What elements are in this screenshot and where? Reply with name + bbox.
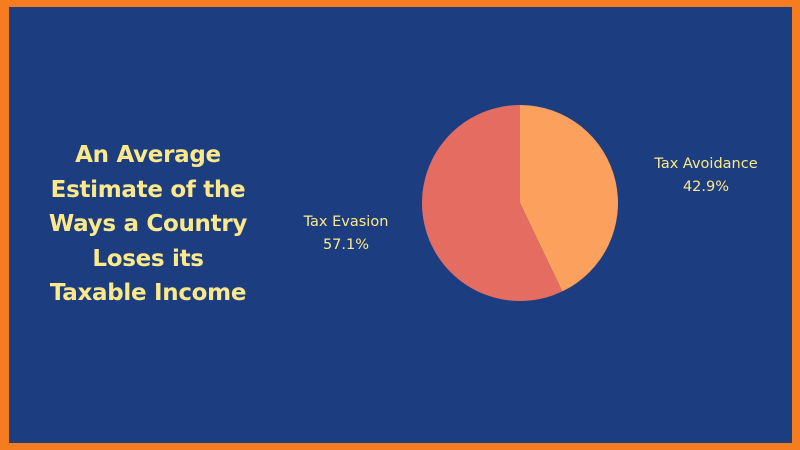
slice-value-tax-evasion: 57.1% — [323, 237, 369, 253]
chart-title: An Average Estimate of the Ways a Countr… — [40, 138, 256, 311]
slice-label-tax-evasion: Tax Evasion — [303, 214, 389, 230]
chart-title-line: Estimate of the — [50, 176, 246, 203]
pie-slice-tax-avoidance — [520, 105, 618, 292]
slice-value-tax-avoidance: 42.9% — [683, 179, 729, 195]
chart-title-line: Taxable Income — [49, 280, 247, 306]
chart-panel — [9, 7, 792, 443]
slice-label-tax-avoidance: Tax Avoidance — [653, 156, 757, 172]
pie-slice-tax-evasion — [421, 105, 563, 301]
pie-slices — [421, 105, 618, 301]
chart-title-line: Loses its — [92, 245, 204, 272]
chart-title-line: An Average — [75, 142, 221, 168]
chart-title-line: Ways a Country — [48, 211, 248, 237]
pie-labels: Tax Avoidance 42.9% Tax Evasion 57.1% — [303, 156, 758, 253]
